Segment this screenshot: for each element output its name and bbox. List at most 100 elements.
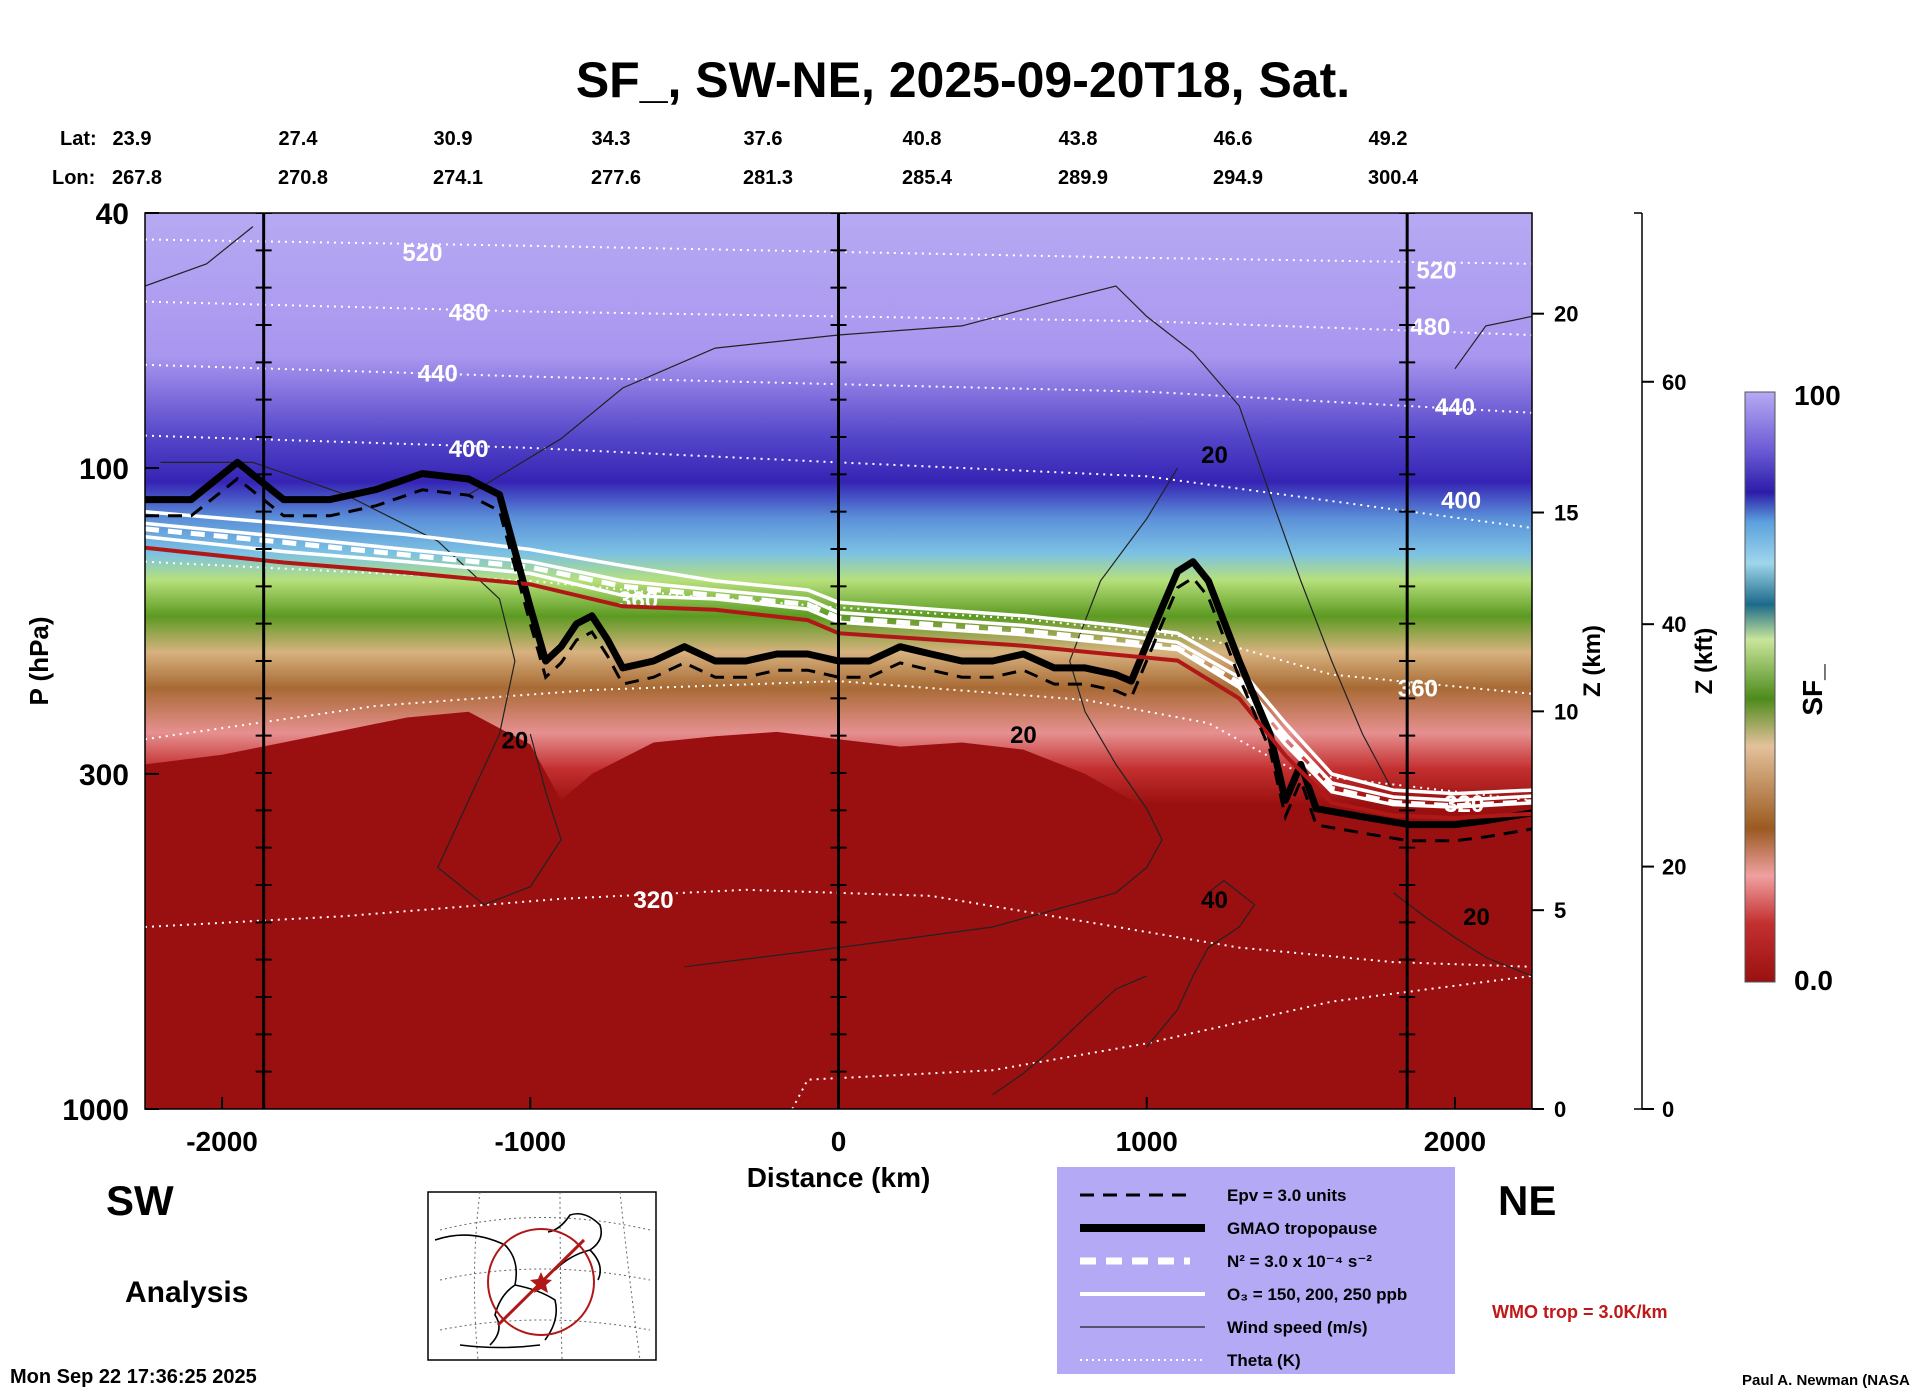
timestamp: Mon Sep 22 17:36:25 2025 xyxy=(10,1366,257,1388)
map-coastline xyxy=(434,1212,603,1349)
wind-label: 20 xyxy=(1010,722,1037,749)
lat-value: 27.4 xyxy=(279,128,319,150)
legend-tropopause-label: GMAO tropopause xyxy=(1227,1219,1377,1238)
wind-contour-3 xyxy=(684,467,1179,968)
wmo-tropopause-line xyxy=(145,545,1532,821)
lon-value: 267.8 xyxy=(112,167,162,189)
zkft-tick-label: 20 xyxy=(1662,855,1686,880)
theta-label: 480 xyxy=(1410,314,1450,341)
direction-ne: NE xyxy=(1498,1177,1556,1224)
theta-label: 520 xyxy=(402,240,442,267)
lat-value: 43.8 xyxy=(1059,128,1098,150)
wind-contour-1 xyxy=(160,461,562,906)
wind-contour-0 xyxy=(145,226,254,287)
wind-contour-6 xyxy=(1392,892,1532,977)
zkm-tick-label: 10 xyxy=(1554,699,1578,724)
lat-lon-header: Lat: Lon: 23.9 27.4 30.9 34.3 37.6 40.8 43.8 46.6… xyxy=(52,128,1419,189)
z-km-axis-label: Z (km) xyxy=(1579,625,1606,697)
wind-contour-5 xyxy=(1146,879,1256,1048)
lat-value: 49.2 xyxy=(1369,128,1408,150)
o3-contour-0 xyxy=(145,535,1532,809)
legend: Epv = 3.0 units GMAO tropopause N² = 3.0… xyxy=(1057,1167,1455,1374)
lat-value: 37.6 xyxy=(744,128,783,150)
direction-sw: SW xyxy=(106,1177,174,1224)
y-tick-label: 100 xyxy=(79,453,129,486)
zkft-tick-label: 0 xyxy=(1662,1097,1674,1122)
inset-map xyxy=(427,1191,657,1361)
wind-speed-contours: 20 20 20 40 20 xyxy=(145,226,1532,1096)
theta-label: 480 xyxy=(449,300,489,327)
analysis-label: Analysis xyxy=(125,1276,248,1309)
y-axis-label: P (hPa) xyxy=(24,616,54,705)
theta-label: 440 xyxy=(418,361,458,388)
lon-value: 281.3 xyxy=(743,167,793,189)
x-tick-label: 0 xyxy=(831,1126,847,1157)
lon-value: 274.1 xyxy=(433,167,483,189)
theta-label: 440 xyxy=(1435,394,1475,421)
zkft-tick-label: 40 xyxy=(1662,612,1686,637)
location-markers xyxy=(255,213,1416,1109)
colorbar-title: SF_ xyxy=(1797,664,1828,716)
x-tick-label: 1000 xyxy=(1116,1126,1178,1157)
axes: -2000 -1000 0 1000 2000 40 100 300 1000 0 5 10 15 20 0… xyxy=(62,198,1686,1157)
x-tick-label: 2000 xyxy=(1424,1126,1486,1157)
wind-label: 40 xyxy=(1201,887,1228,914)
colorbar-min-label: 0.0 xyxy=(1794,965,1833,996)
y-tick-label: 40 xyxy=(96,198,129,231)
lon-label: Lon: xyxy=(52,167,95,189)
lon-value: 289.9 xyxy=(1058,167,1108,189)
theta-label: 320 xyxy=(634,887,674,914)
map-range-ring xyxy=(487,1228,595,1336)
zkm-tick-label: 0 xyxy=(1554,1097,1566,1122)
epv-contour xyxy=(145,476,1532,843)
lat-value: 40.8 xyxy=(903,128,942,150)
lon-value: 294.9 xyxy=(1213,167,1263,189)
y-tick-label: 300 xyxy=(79,759,129,792)
theta-label: 400 xyxy=(1441,488,1481,515)
wind-label: 20 xyxy=(1463,904,1490,931)
theta-contour-5 xyxy=(145,680,1532,802)
gmao-tropopause-line xyxy=(145,458,1532,829)
chart-title: SF_, SW-NE, 2025-09-20T18, Sat. xyxy=(576,52,1350,108)
map-center-star xyxy=(530,1272,552,1293)
zkm-tick-label: 20 xyxy=(1554,302,1578,327)
lat-value: 30.9 xyxy=(434,128,473,150)
lon-value: 270.8 xyxy=(278,167,328,189)
zkm-tick-label: 15 xyxy=(1554,501,1578,526)
lon-value: 277.6 xyxy=(591,167,641,189)
legend-n2-label: N² = 3.0 x 10⁻⁴ s⁻² xyxy=(1227,1252,1372,1271)
wmo-note: WMO trop = 3.0K/km xyxy=(1492,1302,1668,1322)
legend-o3-label: O₃ = 150, 200, 250 ppb xyxy=(1227,1285,1407,1304)
theta-label: 520 xyxy=(1416,257,1456,284)
legend-wind-label: Wind speed (m/s) xyxy=(1227,1318,1368,1337)
wind-contour-7 xyxy=(1454,315,1532,370)
o3-contour-1 xyxy=(145,521,1532,803)
legend-theta-label: Theta (K) xyxy=(1227,1351,1301,1370)
lat-value: 34.3 xyxy=(592,128,631,150)
legend-box xyxy=(1057,1167,1455,1374)
z-kft-axis-label: Z (kft) xyxy=(1691,628,1718,695)
lat-value: 23.9 xyxy=(113,128,152,150)
x-tick-label: -1000 xyxy=(494,1126,566,1157)
x-tick-label: -2000 xyxy=(186,1126,258,1157)
wind-label: 20 xyxy=(1201,442,1228,469)
zkm-tick-label: 5 xyxy=(1554,898,1566,923)
x-axis-label: Distance (km) xyxy=(747,1162,931,1193)
lat-label: Lat: xyxy=(60,128,97,150)
lon-value: 300.4 xyxy=(1368,167,1419,189)
lat-value: 46.6 xyxy=(1214,128,1253,150)
zkft-tick-label: 60 xyxy=(1662,370,1686,395)
wind-contour-2 xyxy=(468,285,1394,793)
lon-value: 285.4 xyxy=(902,167,953,189)
legend-epv-label: Epv = 3.0 units xyxy=(1227,1186,1347,1205)
wind-contour-4 xyxy=(992,975,1147,1096)
wind-label: 20 xyxy=(502,727,529,754)
theta-label: 400 xyxy=(449,436,489,463)
map-graticule xyxy=(439,1191,651,1361)
colorbar-max-label: 100 xyxy=(1794,380,1841,411)
n2-contour xyxy=(145,526,1532,809)
credit: Paul A. Newman (NASA xyxy=(1742,1372,1910,1389)
colorbar xyxy=(1744,391,1776,983)
